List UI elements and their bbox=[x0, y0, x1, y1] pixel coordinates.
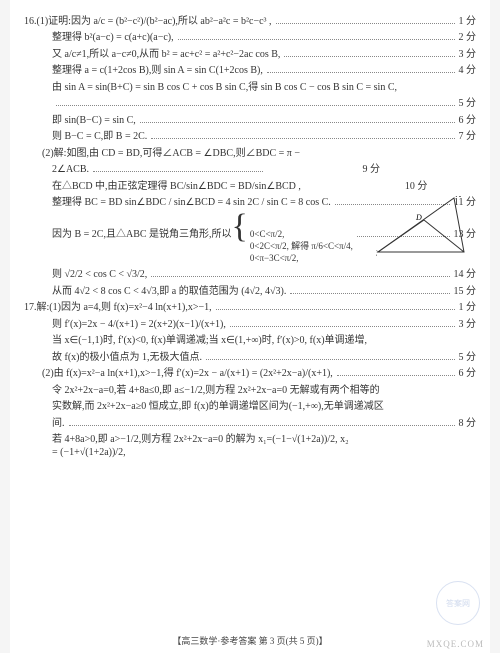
stamp-icon: 答案网 bbox=[436, 581, 480, 625]
d bbox=[69, 425, 455, 426]
t: 故 f(x)的极小值点为 1,无极大值点. bbox=[52, 348, 202, 363]
t: 17.解:(1)因为 a=4,则 f(x)=x²−4 ln(x+1),x>−1, bbox=[24, 298, 212, 313]
s: 3 分 bbox=[459, 315, 477, 330]
page: { "problem16": { "lines": [ {"cls":"", "… bbox=[10, 0, 490, 653]
t: 若 4+8a>0,即 a>−1/2,则方程 2x²+2x−a=0 的解为 x₁=… bbox=[52, 430, 349, 445]
s: 6 分 bbox=[459, 111, 477, 126]
t: = (−1+√(1+2a))/2, bbox=[52, 447, 126, 458]
t: 整理得 a = c(1+2cos B),则 sin A = sin C(1+2c… bbox=[52, 61, 263, 76]
l17-9: 若 4+8a>0,即 a>−1/2,则方程 2x²+2x−a=0 的解为 x₁=… bbox=[24, 430, 476, 445]
l16-5b: 5 分 bbox=[24, 94, 476, 109]
t: 整理得 b²(a−c) = c(a+c)(a−c), bbox=[52, 28, 174, 43]
l16-5a: 由 sin A = sin(B+C) = sin B cos C + cos B… bbox=[24, 78, 476, 93]
s: 14 分 bbox=[454, 265, 477, 280]
t: 则 f′(x)=2x − 4/(x+1) = 2(x+2)(x−1)/(x+1)… bbox=[52, 315, 226, 330]
l16-14: 则 √2/2 < cos C < √3/2, 14 分 bbox=[24, 265, 476, 280]
s: 1 分 bbox=[459, 298, 477, 313]
s: 1 分 bbox=[459, 12, 477, 27]
s: 8 分 bbox=[459, 414, 477, 429]
s: 5 分 bbox=[459, 94, 477, 109]
l16-2: 整理得 b²(a−c) = c(a+c)(a−c), 2 分 bbox=[24, 28, 476, 43]
d bbox=[230, 326, 455, 327]
br0: 0<C<π/2, bbox=[250, 228, 353, 240]
t: 从而 4√2 < 8 cos C < 4√3,即 a 的取值范围为 (4√2, … bbox=[52, 282, 286, 297]
d bbox=[276, 23, 455, 24]
l17-5: (2)由 f(x)=x²−a ln(x+1),x>−1,得 f′(x)=2x −… bbox=[24, 364, 476, 379]
l17-7: 实数解,而 2x²+2x−a≥0 恒成立,即 f(x)的单调递增区间为(−1,+… bbox=[24, 397, 476, 412]
t: 即 sin(B−C) = sin C, bbox=[52, 111, 136, 126]
l16-1: 16.(1)证明:因为 a/c = (b²−c²)/(b²−ac),所以 ab²… bbox=[24, 12, 476, 27]
l16-7: 则 B−C = C,即 B = 2C. 7 分 bbox=[24, 127, 476, 142]
l16-9: 2∠ACB. 9 分 bbox=[24, 160, 476, 175]
l17-3: 当 x∈(−1,1)时, f′(x)<0, f(x)单调递减;当 x∈(1,+∞… bbox=[24, 331, 476, 346]
l17-8: 间. 8 分 bbox=[24, 414, 476, 429]
t: 整理得 BC = BD sin∠BDC / sin∠BCD = 4 sin 2C… bbox=[52, 193, 331, 208]
l16-4: 整理得 a = c(1+2cos B),则 sin A = sin C(1+2c… bbox=[24, 61, 476, 76]
l17-2: 则 f′(x)=2x − 4/(x+1) = 2(x+2)(x−1)/(x+1)… bbox=[24, 315, 476, 330]
d bbox=[290, 293, 449, 294]
l16-8: (2)解:如图,由 CD = BD,可得∠ACB = ∠DBC,则∠BDC = … bbox=[24, 144, 476, 159]
t: 由 sin A = sin(B+C) = sin B cos C + cos B… bbox=[52, 78, 397, 93]
t: 又 a/c≠1,所以 a−c≠0,从而 b² = ac+c² = a²+c²−2… bbox=[52, 45, 280, 60]
s: 5 分 bbox=[459, 348, 477, 363]
d bbox=[216, 309, 455, 310]
triangle-figure: A B C D bbox=[376, 196, 466, 258]
triangle-svg: A B C D bbox=[376, 196, 466, 258]
d bbox=[151, 276, 449, 277]
l16-15: 从而 4√2 < 8 cos C < 4√3,即 a 的取值范围为 (4√2, … bbox=[24, 282, 476, 297]
l17-1: 17.解:(1)因为 a=4,则 f(x)=x²−4 ln(x+1),x>−1,… bbox=[24, 298, 476, 313]
d bbox=[267, 72, 455, 73]
d bbox=[337, 375, 455, 376]
s: 2 分 bbox=[459, 28, 477, 43]
d bbox=[93, 171, 262, 172]
t: 间. bbox=[52, 414, 65, 429]
t: 则 B−C = C,即 B = 2C. bbox=[52, 127, 147, 142]
l17-10: = (−1+√(1+2a))/2, bbox=[24, 447, 476, 458]
s: 10 分 bbox=[405, 177, 428, 192]
page-footer: 【高三数学·参考答案 第 3 页(共 5 页)】 bbox=[10, 634, 490, 647]
brace-prefix: 因为 B = 2C,且△ABC 是锐角三角形,所以 bbox=[52, 225, 232, 240]
s: 6 分 bbox=[459, 364, 477, 379]
l16-10: 在△BCD 中,由正弦定理得 BC/sin∠BDC = BD/sin∠BCD ,… bbox=[24, 177, 476, 192]
s: 15 分 bbox=[454, 282, 477, 297]
s: 3 分 bbox=[459, 45, 477, 60]
t: 16.(1)证明:因为 a/c = (b²−c²)/(b²−ac),所以 ab²… bbox=[24, 12, 272, 27]
l17-4: 故 f(x)的极小值点为 1,无极大值点. 5 分 bbox=[24, 348, 476, 363]
l16-3: 又 a/c≠1,所以 a−c≠0,从而 b² = ac+c² = a²+c²−2… bbox=[24, 45, 476, 60]
brace-rows: 0<C<π/2, 0<2C<π/2, 解得 π/6<C<π/4, 0<π−3C<… bbox=[250, 228, 353, 264]
s: 7 分 bbox=[459, 127, 477, 142]
d bbox=[178, 39, 455, 40]
d bbox=[140, 122, 455, 123]
p17-block: 17.解:(1)因为 a=4,则 f(x)=x²−4 ln(x+1),x>−1,… bbox=[24, 298, 476, 458]
t: (2)由 f(x)=x²−a ln(x+1),x>−1,得 f′(x)=2x −… bbox=[42, 364, 333, 379]
s: 4 分 bbox=[459, 61, 477, 76]
t: 当 x∈(−1,1)时, f′(x)<0, f(x)单调递减;当 x∈(1,+∞… bbox=[52, 331, 367, 346]
t: 令 2x²+2x−a=0,若 4+8a≤0,即 a≤−1/2,则方程 2x²+2… bbox=[52, 381, 380, 396]
brace-icon: { bbox=[232, 210, 248, 244]
d bbox=[151, 138, 454, 139]
t: (2)解:如图,由 CD = BD,可得∠ACB = ∠DBC,则∠BDC = … bbox=[42, 144, 300, 159]
svg-text:A: A bbox=[455, 196, 461, 199]
t: 2∠ACB. bbox=[52, 164, 89, 175]
d bbox=[284, 56, 454, 57]
br1: 0<2C<π/2, 解得 π/6<C<π/4, bbox=[250, 240, 353, 252]
l16-6: 即 sin(B−C) = sin C, 6 分 bbox=[24, 111, 476, 126]
t: 在△BCD 中,由正弦定理得 BC/sin∠BDC = BD/sin∠BCD , bbox=[52, 177, 301, 192]
br2: 0<π−3C<π/2, bbox=[250, 252, 353, 264]
s: 9 分 bbox=[363, 160, 381, 175]
l17-6: 令 2x²+2x−a=0,若 4+8a≤0,即 a≤−1/2,则方程 2x²+2… bbox=[24, 381, 476, 396]
svg-text:D: D bbox=[415, 213, 422, 222]
svg-text:C: C bbox=[376, 249, 378, 258]
watermark: MXQE.COM bbox=[427, 639, 484, 649]
d bbox=[56, 105, 455, 106]
t: 则 √2/2 < cos C < √3/2, bbox=[52, 265, 147, 280]
t: 实数解,而 2x²+2x−a≥0 恒成立,即 f(x)的单调递增区间为(−1,+… bbox=[52, 397, 384, 412]
d bbox=[206, 359, 455, 360]
